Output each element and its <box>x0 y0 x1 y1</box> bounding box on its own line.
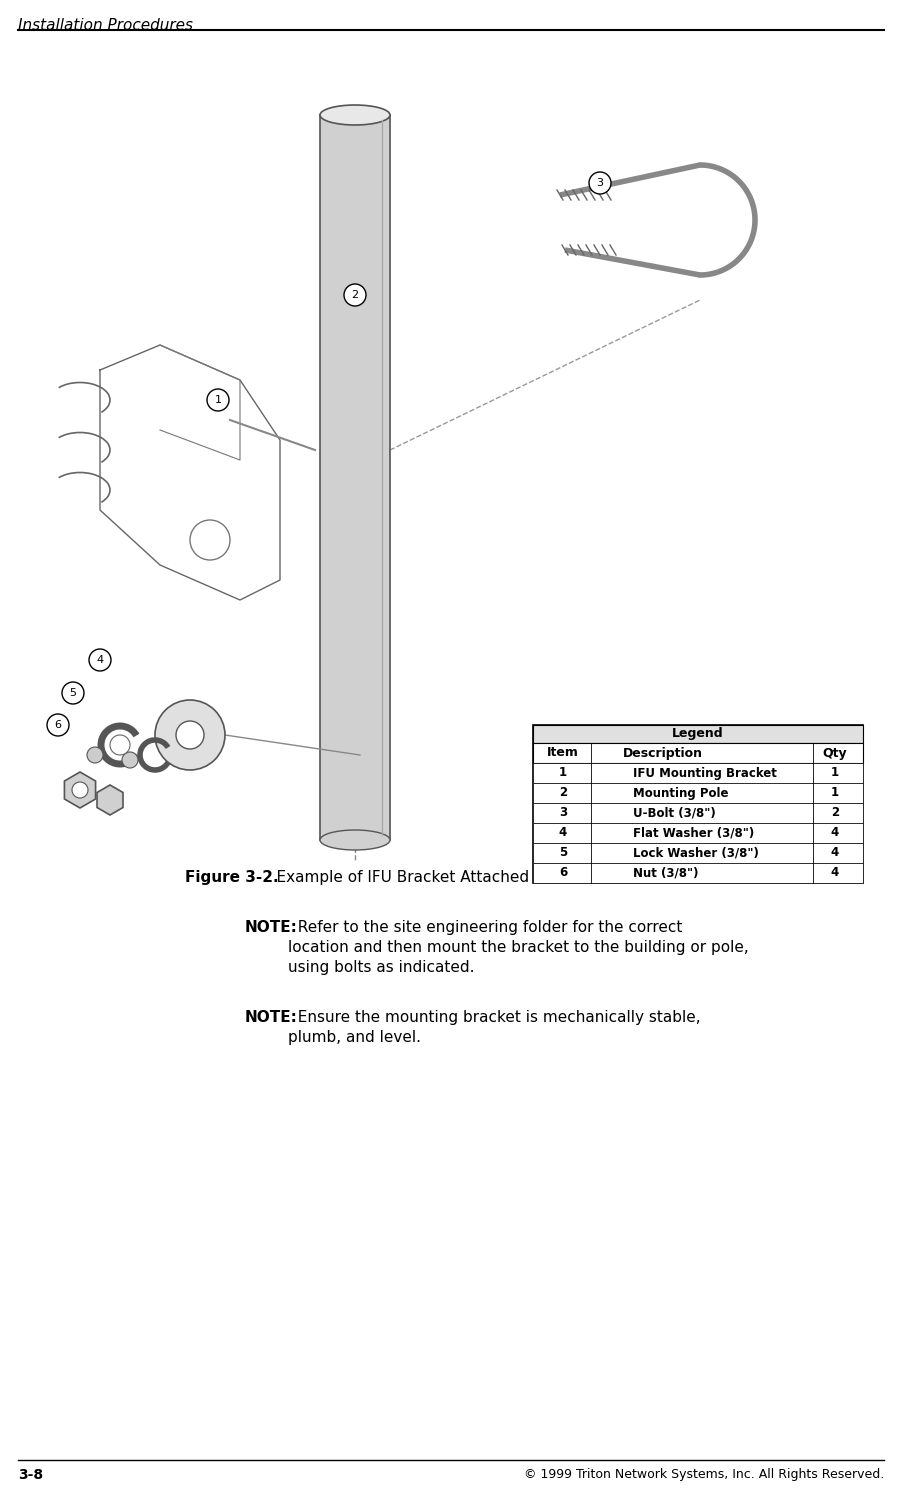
Text: 1: 1 <box>831 766 839 780</box>
Circle shape <box>87 747 103 763</box>
Bar <box>533 725 863 743</box>
Text: 5: 5 <box>69 687 77 698</box>
Text: NOTE:: NOTE: <box>245 920 298 935</box>
Circle shape <box>344 283 366 306</box>
Circle shape <box>110 735 130 754</box>
Circle shape <box>72 781 88 798</box>
Text: 3: 3 <box>559 807 567 820</box>
Text: 1: 1 <box>559 766 567 780</box>
Circle shape <box>62 681 84 704</box>
Ellipse shape <box>320 830 390 850</box>
Text: 4: 4 <box>559 826 567 839</box>
Text: © 1999 Triton Network Systems, Inc. All Rights Reserved.: © 1999 Triton Network Systems, Inc. All … <box>524 1469 884 1481</box>
Text: 4: 4 <box>831 847 839 859</box>
Text: 4: 4 <box>831 826 839 839</box>
Text: Flat Washer (3/8"): Flat Washer (3/8") <box>633 826 754 839</box>
Text: 1: 1 <box>215 395 222 406</box>
Text: Item: Item <box>547 747 579 759</box>
Text: 4: 4 <box>97 655 104 665</box>
Text: U-Bolt (3/8"): U-Bolt (3/8") <box>633 807 716 820</box>
Bar <box>533 783 863 804</box>
Text: 2: 2 <box>831 807 839 820</box>
Ellipse shape <box>320 104 390 125</box>
Bar <box>533 804 863 823</box>
Text: Qty: Qty <box>823 747 847 759</box>
Circle shape <box>89 649 111 671</box>
Text: Figure 3-2.: Figure 3-2. <box>185 871 279 886</box>
Text: NOTE:: NOTE: <box>245 1009 298 1024</box>
Text: 4: 4 <box>831 866 839 880</box>
Text: Mounting Pole: Mounting Pole <box>633 786 729 799</box>
Text: Refer to the site engineering folder for the correct
location and then mount the: Refer to the site engineering folder for… <box>288 920 749 975</box>
Text: 3: 3 <box>596 177 603 188</box>
Text: 6: 6 <box>559 866 567 880</box>
Bar <box>533 763 863 783</box>
Text: 2: 2 <box>559 786 567 799</box>
Text: 2: 2 <box>352 291 359 300</box>
Text: 5: 5 <box>559 847 567 859</box>
Bar <box>533 743 863 763</box>
Text: Legend: Legend <box>672 728 723 741</box>
Circle shape <box>589 171 611 194</box>
Text: Installation Procedures: Installation Procedures <box>18 18 193 33</box>
Circle shape <box>176 722 204 748</box>
Text: 1: 1 <box>831 786 839 799</box>
Text: IFU Mounting Bracket: IFU Mounting Bracket <box>633 766 777 780</box>
Circle shape <box>207 389 229 412</box>
Text: Description: Description <box>623 747 703 759</box>
Text: 6: 6 <box>54 720 61 731</box>
Circle shape <box>122 751 138 768</box>
Text: 3-8: 3-8 <box>18 1469 43 1482</box>
Text: Lock Washer (3/8"): Lock Washer (3/8") <box>633 847 759 859</box>
Text: Nut (3/8"): Nut (3/8") <box>633 866 698 880</box>
Text: Ensure the mounting bracket is mechanically stable,
plumb, and level.: Ensure the mounting bracket is mechanica… <box>288 1009 701 1045</box>
Bar <box>533 823 863 842</box>
Bar <box>320 115 390 839</box>
Circle shape <box>155 699 225 769</box>
Bar <box>533 725 863 883</box>
Bar <box>533 863 863 883</box>
Bar <box>533 842 863 863</box>
Circle shape <box>47 714 69 737</box>
Text: Example of IFU Bracket Attached to Pole: Example of IFU Bracket Attached to Pole <box>257 871 586 886</box>
